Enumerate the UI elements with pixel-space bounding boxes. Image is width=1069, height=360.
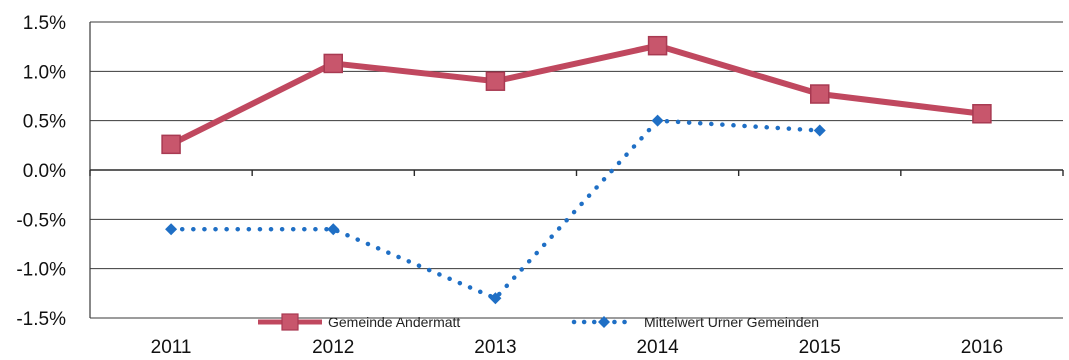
data-point: [323, 53, 343, 74]
data-point: [327, 223, 340, 236]
x-tick-label: 2011: [151, 337, 192, 358]
y-tick-label: -1.5%: [16, 309, 66, 330]
data-point: [972, 104, 992, 124]
data-point: [485, 71, 506, 91]
data-point: [651, 114, 664, 127]
data-point: [813, 124, 826, 137]
y-tick-label: 1.0%: [23, 62, 66, 83]
legend: Gemeinde Andermatt Mittelwert Urner Gemei…: [258, 313, 819, 331]
x-tick-label: 2013: [474, 337, 516, 358]
legend-label-2: Mittelwert Urner Gemeinden: [644, 314, 819, 330]
data-point: [647, 35, 668, 56]
legend-marker-2: [598, 316, 610, 328]
y-tick-label: 0.0%: [23, 161, 66, 182]
grid-lines: [90, 21, 1063, 319]
y-tick-label: 1.5%: [23, 13, 66, 34]
y-tick-label: 0.5%: [23, 112, 66, 133]
y-tick-label: -0.5%: [16, 210, 66, 231]
y-axis: 1.5% 1.0% 0.5% 0.0% -0.5% -1.0% -1.5%: [16, 13, 91, 330]
x-tick-label: 2012: [312, 337, 354, 358]
x-tick-label: 2015: [799, 337, 841, 358]
data-point: [810, 84, 830, 104]
x-tick-label: 2016: [961, 337, 1003, 358]
legend-marker-1: [281, 313, 299, 331]
y-tick-label: -1.0%: [16, 260, 66, 281]
data-point: [489, 292, 502, 305]
x-axis: 2011 2012 2013 2014 2015 2016: [89, 169, 1064, 358]
legend-label-1: Gemeinde Andermatt: [328, 314, 460, 330]
series-line-2: [168, 118, 822, 301]
x-tick-label: 2014: [636, 337, 679, 358]
data-point: [165, 223, 178, 236]
series-group: [161, 35, 992, 305]
data-point: [161, 134, 181, 155]
series-line-1: [168, 42, 985, 148]
